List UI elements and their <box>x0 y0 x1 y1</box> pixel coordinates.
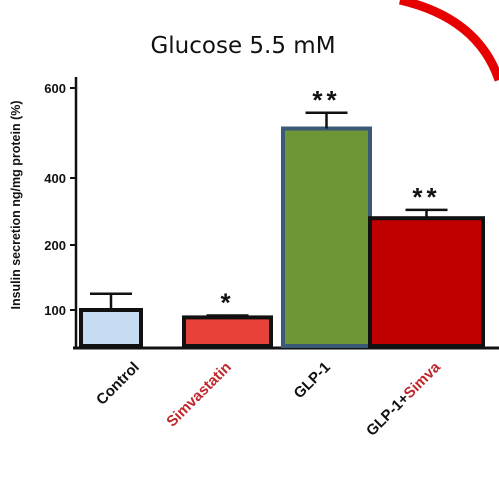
chart-title: Glucose 5.5 mM <box>150 33 335 59</box>
y-tick-label: 100 <box>44 303 66 318</box>
y-tick-label: 200 <box>44 238 66 253</box>
x-tick-label-part: Simvastatin <box>163 359 235 431</box>
bar <box>79 308 143 348</box>
y-tick-label: 600 <box>44 81 66 96</box>
x-tick-label-part: Control <box>93 359 143 409</box>
bar <box>182 315 273 348</box>
x-tick-label: GLP-1 <box>291 359 334 402</box>
y-axis-ticks: 100 200 400 600 <box>44 81 76 318</box>
x-tick-label-part: GLP-1 <box>291 359 334 402</box>
x-tick-label: Control <box>93 359 143 409</box>
x-axis-labels: Control Simvastatin GLP-1 GLP-1+Simva <box>93 358 444 439</box>
red-accent-arc <box>398 0 499 82</box>
x-tick-label: Simvastatin <box>163 359 235 431</box>
bar <box>368 216 485 348</box>
significance-marker: ** <box>312 85 340 115</box>
y-tick-label: 400 <box>44 171 66 186</box>
x-tick-label-part: Simva <box>401 358 445 402</box>
bar <box>281 126 372 348</box>
x-tick-label-part: GLP-1+ <box>363 390 413 440</box>
significance-marker: * <box>220 288 234 318</box>
x-tick-label: GLP-1+Simva <box>363 358 444 439</box>
y-axis-label: Insulin secretion ng/mg protein (%) <box>9 100 23 309</box>
significance-marker: ** <box>412 182 440 212</box>
bars: ***** <box>79 85 485 348</box>
